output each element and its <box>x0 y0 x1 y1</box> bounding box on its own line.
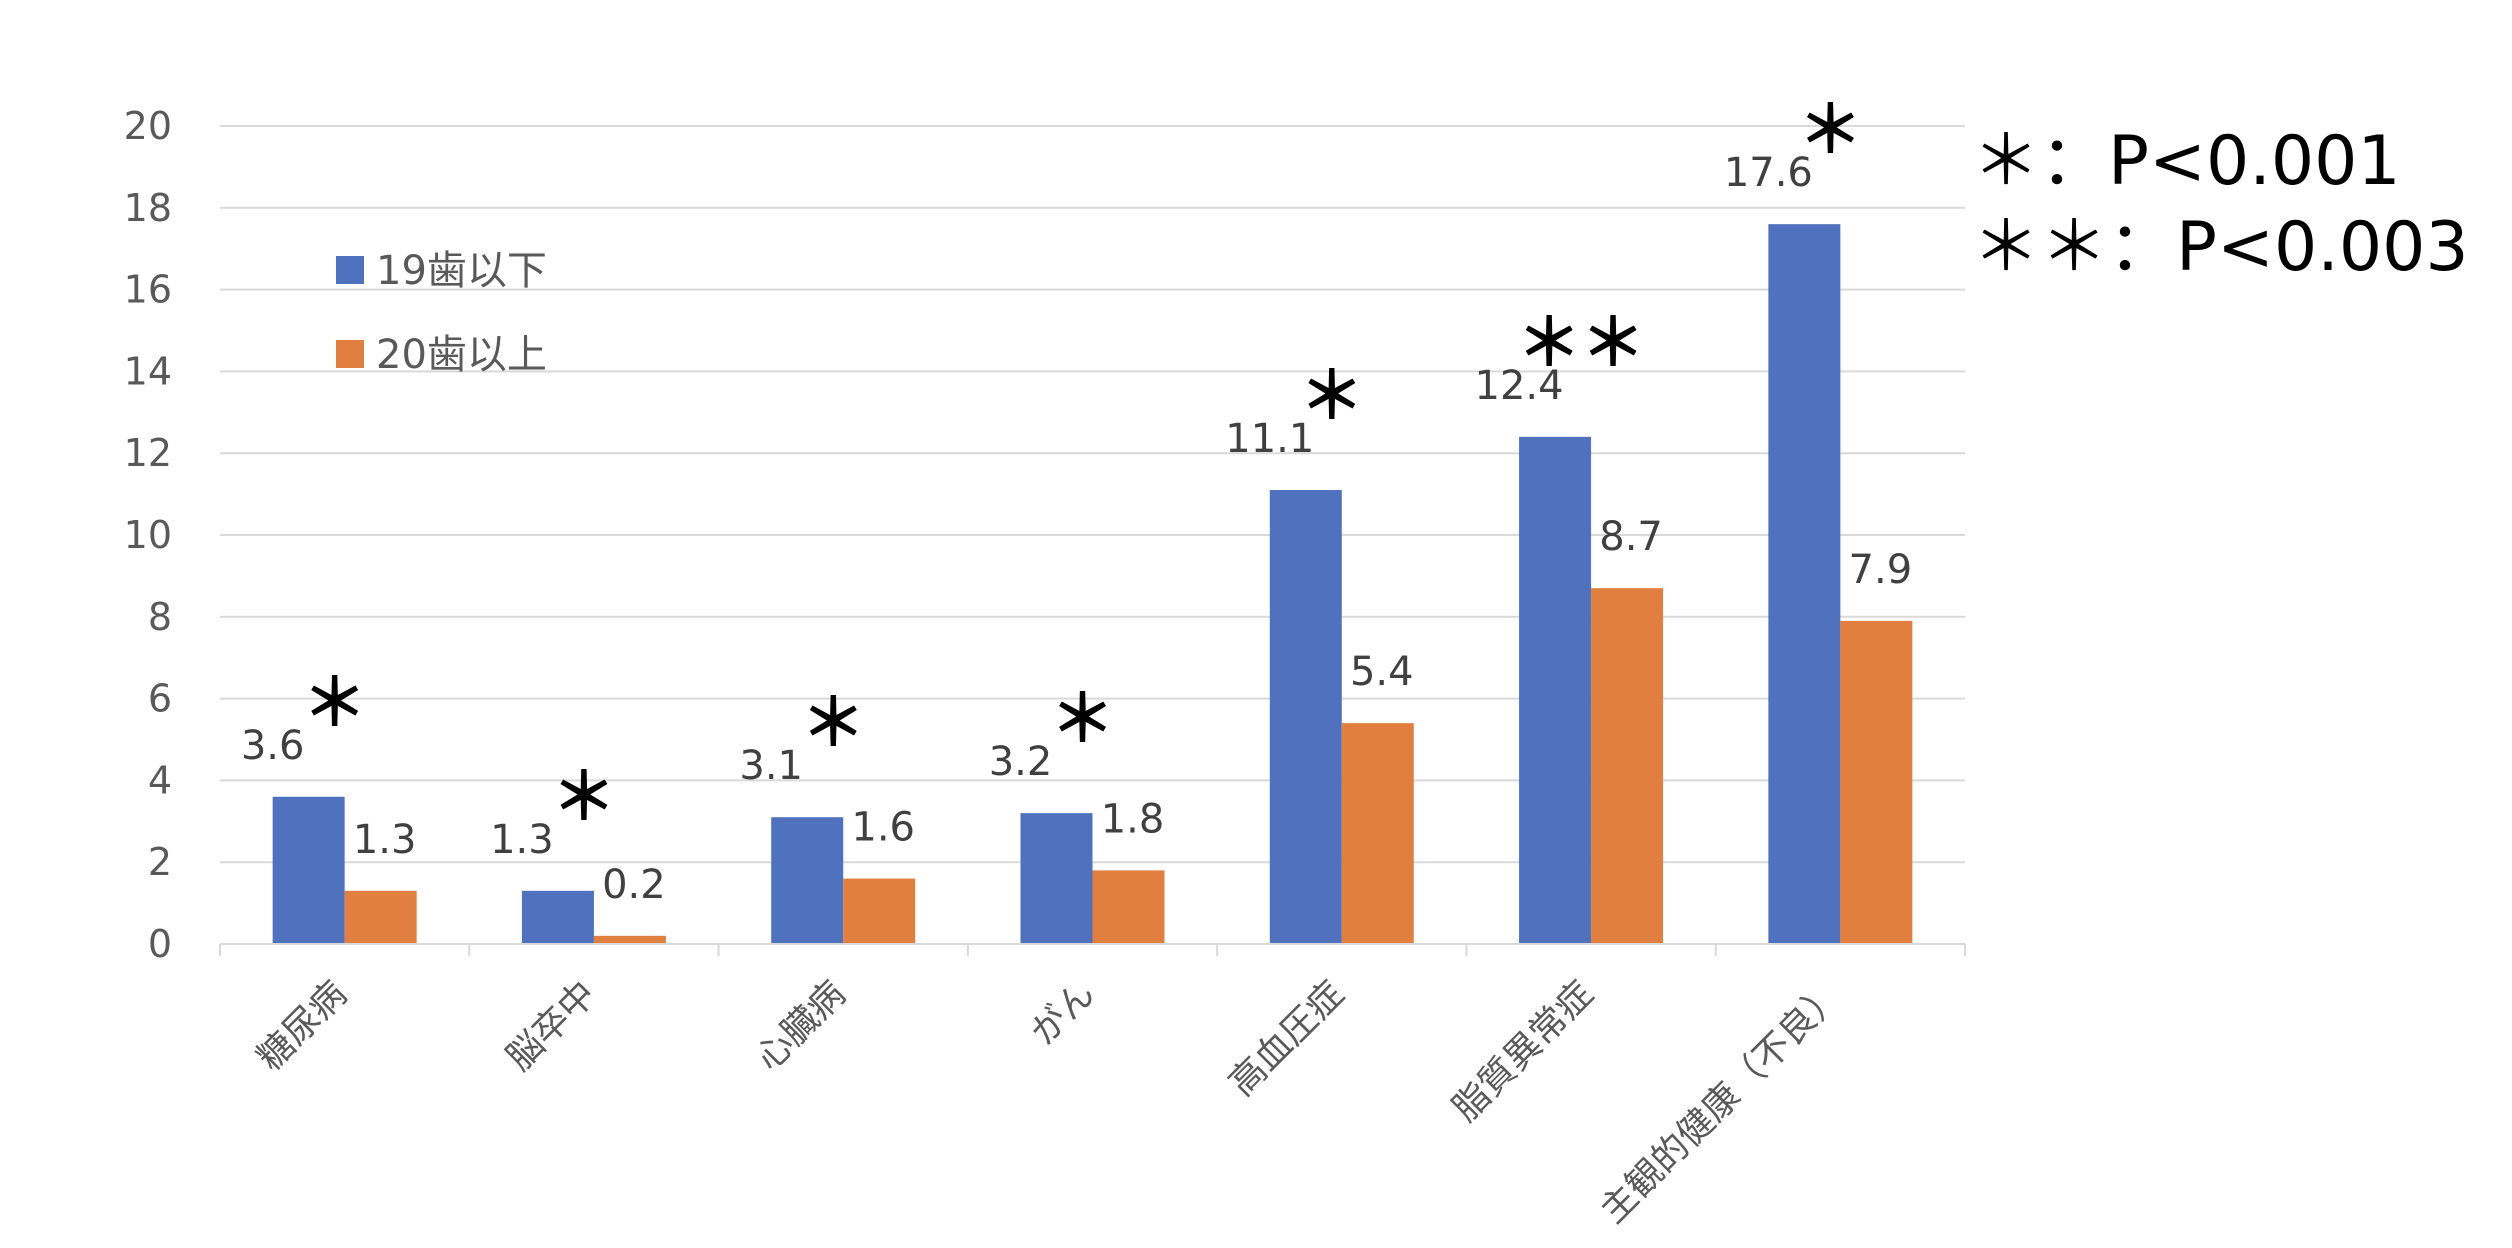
y-axis-ticks: 0 2 4 6 8 10 12 14 16 18 20 <box>124 104 172 966</box>
y-tick-label-8: 8 <box>148 595 172 639</box>
data-label-3-1: 1.8 <box>1101 796 1165 842</box>
data-label-4-1: 5.4 <box>1350 649 1414 695</box>
data-label-4-0: 11.1 <box>1225 416 1314 462</box>
data-label-5-0: 12.4 <box>1475 363 1564 409</box>
category-label-0: 糖尿病 <box>250 973 355 1078</box>
significance-mark-6: ＊ <box>1798 94 1862 168</box>
data-label-6-1: 7.9 <box>1849 547 1913 593</box>
bar-0-0 <box>272 796 345 944</box>
significance-mark-0: ＊ <box>303 667 367 741</box>
data-labels: 3.6 1.3 1.3 0.2 3.1 1.6 3.2 1.8 11.1 5.4 12.4 8.7 17… <box>241 150 1912 908</box>
data-label-0-1: 1.3 <box>353 817 417 863</box>
y-tick-label-20: 20 <box>124 104 172 148</box>
significance-note-1: ＊＊：P<0.003 <box>1972 208 2469 287</box>
significance-mark-3: ＊ <box>1051 683 1115 757</box>
bar-2-1 <box>843 878 916 944</box>
category-label-5: 脂質異常症 <box>1445 973 1601 1129</box>
y-tick-label-14: 14 <box>124 349 172 393</box>
category-label-6: 主観的健康（不良） <box>1593 973 1851 1231</box>
category-label-2: 心臓病 <box>748 973 853 1078</box>
legend-label-0: 19歯以下 <box>376 248 547 294</box>
bar-2-0 <box>771 817 844 944</box>
legend-swatch-1 <box>336 340 364 368</box>
data-label-2-0: 3.1 <box>739 743 803 789</box>
bar-4-0 <box>1269 490 1342 944</box>
y-tick-label-16: 16 <box>124 268 172 312</box>
legend: 19歯以下 20歯以上 <box>336 248 547 378</box>
bar-6-0 <box>1768 224 1841 944</box>
category-label-4: 高血圧症 <box>1221 973 1352 1104</box>
category-label-3: がん <box>1023 973 1103 1053</box>
data-label-6-0: 17.6 <box>1724 150 1813 196</box>
significance-notes: ＊：P<0.001＊＊：P<0.003 <box>1972 122 2469 287</box>
y-tick-label-2: 2 <box>148 840 172 884</box>
significance-mark-5: ＊＊ <box>1517 307 1645 381</box>
legend-swatch-0 <box>336 256 364 284</box>
bar-6-1 <box>1840 620 1913 944</box>
data-label-0-0: 3.6 <box>241 723 305 769</box>
legend-label-1: 20歯以上 <box>376 332 547 378</box>
bar-0-1 <box>344 890 417 944</box>
gridlines <box>220 125 1965 864</box>
bar-5-0 <box>1519 436 1592 944</box>
y-tick-label-12: 12 <box>124 431 172 475</box>
significance-note-0: ＊：P<0.001 <box>1972 122 2401 201</box>
data-label-1-1: 0.2 <box>602 862 666 908</box>
data-label-1-0: 1.3 <box>490 817 554 863</box>
data-label-2-1: 1.6 <box>851 805 915 851</box>
bars <box>272 224 1913 944</box>
bar-5-1 <box>1591 588 1664 944</box>
significance-mark-1: ＊ <box>552 761 616 835</box>
x-axis <box>219 943 1966 956</box>
data-label-3-0: 3.2 <box>989 739 1053 785</box>
bar-3-1 <box>1092 870 1165 944</box>
category-label-1: 脳卒中 <box>499 973 604 1078</box>
bar-3-0 <box>1020 813 1093 944</box>
bar-4-1 <box>1341 723 1414 944</box>
significance-mark-2: ＊ <box>801 687 865 761</box>
significance-marks: ＊＊＊ ＊＊＊＊＊ <box>303 94 1863 835</box>
significance-mark-4: ＊ <box>1300 360 1364 434</box>
y-tick-label-4: 4 <box>148 758 172 802</box>
y-tick-label-10: 10 <box>124 513 172 557</box>
y-tick-label-18: 18 <box>124 186 172 230</box>
bar-1-0 <box>521 890 594 944</box>
y-tick-label-0: 0 <box>148 922 172 966</box>
bar-1-1 <box>593 935 666 944</box>
data-label-5-1: 8.7 <box>1599 514 1663 560</box>
y-tick-label-6: 6 <box>148 677 172 721</box>
